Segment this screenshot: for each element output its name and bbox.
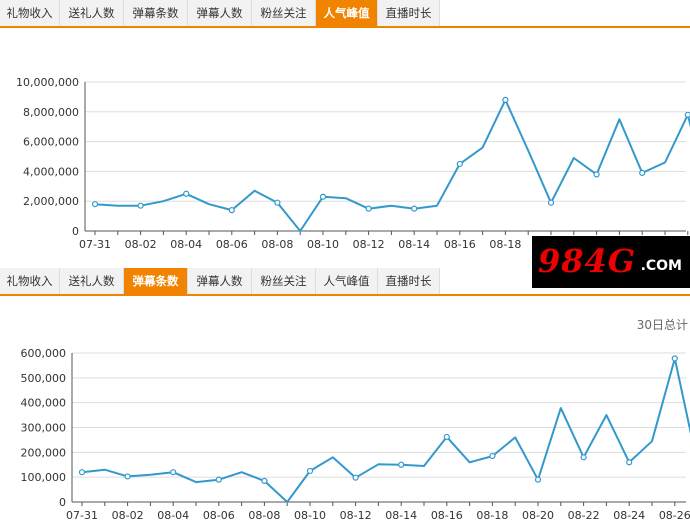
x-tick-label: 08-12 (340, 509, 372, 522)
x-tick-label: 08-20 (522, 509, 554, 522)
y-tick-label: 300,000 (21, 422, 67, 435)
y-tick-label: 6,000,000 (23, 136, 79, 149)
y-tick-label: 0 (59, 496, 66, 509)
data-point[interactable] (91, 201, 99, 208)
tab-6[interactable]: 直播时长 (378, 268, 440, 294)
data-point[interactable] (137, 202, 144, 209)
data-point[interactable] (228, 207, 235, 214)
data-point[interactable] (534, 476, 542, 483)
x-tick-label: 07-31 (79, 238, 111, 251)
tab-2[interactable]: 弹幕条数 (124, 268, 188, 294)
x-tick-label: 08-04 (170, 238, 202, 251)
y-tick-label: 500,000 (21, 372, 67, 385)
tab-3[interactable]: 弹幕人数 (188, 0, 252, 26)
tab-1[interactable]: 送礼人数 (60, 0, 124, 26)
x-tick-label: 08-02 (112, 509, 144, 522)
x-tick-label: 08-16 (431, 509, 463, 522)
data-point[interactable] (319, 193, 327, 200)
x-tick-label: 08-14 (385, 509, 417, 522)
tab-0[interactable]: 礼物收入 (0, 268, 60, 294)
x-tick-label: 08-26 (659, 509, 690, 522)
data-point[interactable] (684, 111, 690, 118)
x-tick-label: 08-16 (444, 238, 476, 251)
y-tick-label: 0 (72, 225, 79, 238)
x-tick-label: 07-31 (66, 509, 98, 522)
tab-2[interactable]: 弹幕条数 (124, 0, 188, 26)
data-point[interactable] (489, 452, 496, 460)
x-tick-label: 08-06 (203, 509, 235, 522)
tab-4[interactable]: 粉丝关注 (252, 268, 316, 294)
data-point[interactable] (639, 169, 646, 176)
x-tick-label: 08-24 (613, 509, 645, 522)
watermark-logo: 984G .COM (532, 236, 690, 288)
x-tick-label: 08-04 (157, 509, 189, 522)
chart-panel-popularity: 礼物收入 送礼人数 弹幕条数 弹幕人数 粉丝关注 人气峰值 直播时长 0 2,000,000 4… (0, 0, 690, 251)
data-point[interactable] (365, 205, 372, 212)
data-point[interactable] (411, 205, 418, 212)
data-point[interactable] (261, 477, 268, 484)
tab-5[interactable]: 人气峰值 (316, 268, 378, 294)
data-point[interactable] (306, 467, 314, 475)
summary-label: 30日总计 (636, 318, 688, 332)
x-tick-label: 08-18 (489, 238, 521, 251)
danmaku-chart: 0 100,000 200,000 300,000 400,000 500,000 600,… (21, 347, 690, 522)
data-point[interactable] (78, 469, 86, 476)
x-tick-label: 08-08 (248, 509, 280, 522)
data-point[interactable] (398, 461, 405, 468)
x-tick-label: 08-18 (476, 509, 508, 522)
tab-1[interactable]: 送礼人数 (60, 268, 124, 294)
x-tick-label: 08-10 (307, 238, 339, 251)
tab-0[interactable]: 礼物收入 (0, 0, 60, 26)
y-tick-label: 100,000 (21, 471, 67, 484)
watermark-suffix: .COM (640, 258, 682, 274)
data-point[interactable] (274, 199, 281, 206)
x-tick-label: 08-14 (398, 238, 430, 251)
data-point[interactable] (626, 459, 633, 466)
tab-6[interactable]: 直播时长 (378, 0, 440, 26)
data-point[interactable] (580, 454, 587, 461)
tab-4[interactable]: 粉丝关注 (252, 0, 316, 26)
x-tick-label: 08-22 (568, 509, 600, 522)
data-point[interactable] (456, 160, 463, 168)
x-tick-label: 08-08 (261, 238, 293, 251)
data-point[interactable] (443, 433, 450, 441)
x-tick-label: 08-10 (294, 509, 326, 522)
watermark-text: 984G (538, 242, 637, 280)
tab-bar-top: 礼物收入 送礼人数 弹幕条数 弹幕人数 粉丝关注 人气峰值 直播时长 (0, 0, 690, 28)
data-point[interactable] (593, 171, 600, 178)
popularity-chart: 0 2,000,000 4,000,000 6,000,000 8,000,000 10,… (16, 76, 690, 251)
data-point[interactable] (170, 469, 177, 476)
series-line (94, 98, 690, 232)
data-point[interactable] (352, 474, 359, 481)
data-point[interactable] (124, 473, 131, 480)
y-tick-label: 2,000,000 (23, 195, 79, 208)
y-tick-label: 8,000,000 (23, 106, 79, 119)
x-tick-label: 08-02 (125, 238, 157, 251)
x-tick-label: 08-06 (216, 238, 248, 251)
y-tick-label: 600,000 (21, 347, 67, 360)
data-point[interactable] (547, 199, 555, 206)
tab-5[interactable]: 人气峰值 (316, 0, 378, 26)
series-line (81, 357, 690, 503)
y-tick-label: 400,000 (21, 397, 67, 410)
y-tick-label: 10,000,000 (16, 76, 79, 89)
y-tick-label: 200,000 (21, 446, 67, 459)
data-point[interactable] (183, 190, 190, 197)
tab-3[interactable]: 弹幕人数 (188, 268, 252, 294)
chart-panel-danmaku: 礼物收入 送礼人数 弹幕条数 弹幕人数 粉丝关注 人气峰值 直播时长 30日总计 0 100,… (0, 268, 690, 527)
y-tick-label: 4,000,000 (23, 165, 79, 178)
data-point[interactable] (215, 476, 222, 483)
data-point[interactable] (671, 355, 678, 362)
data-point[interactable] (502, 96, 509, 103)
x-tick-label: 08-12 (353, 238, 385, 251)
